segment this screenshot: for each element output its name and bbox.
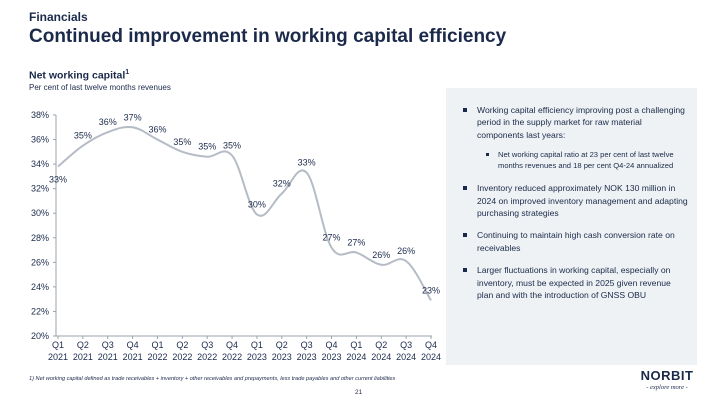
data-label: 36% — [99, 117, 117, 127]
data-label: 37% — [124, 112, 142, 122]
page-title: Continued improvement in working capital… — [29, 26, 507, 47]
y-tick-label: 34% — [31, 159, 49, 169]
x-tick-label-year: 2022 — [172, 352, 192, 362]
x-tick-label-year: 2022 — [197, 352, 217, 362]
data-label: 35% — [223, 141, 241, 151]
data-label: 35% — [74, 131, 92, 141]
x-tick-label-year: 2022 — [222, 352, 242, 362]
chart-title: Net working capital1 — [29, 69, 129, 82]
footnote: 1) Net working capital defined as trade … — [29, 376, 396, 382]
data-label: 35% — [173, 137, 191, 147]
commentary-bullets: Working capital efficiency improving pos… — [446, 104, 697, 311]
commentary-sub-bullet: Net working capital ratio at 23 per cent… — [446, 149, 697, 171]
x-tick-label-quarter: Q2 — [375, 340, 387, 350]
x-tick-label-quarter: Q1 — [52, 340, 64, 350]
x-tick-label-quarter: Q3 — [301, 340, 313, 350]
x-tick-label-year: 2023 — [247, 352, 267, 362]
footnote-marker: 1 — [125, 69, 130, 76]
data-label: 32% — [273, 179, 291, 189]
x-tick-label-year: 2024 — [371, 352, 391, 362]
data-label: 33% — [298, 158, 316, 168]
section-label: Financials — [29, 10, 88, 24]
nwc-series-line — [57, 125, 432, 301]
y-tick-label: 38% — [31, 110, 49, 120]
x-tick-label-quarter: Q1 — [151, 340, 163, 350]
data-label: 23% — [422, 285, 440, 295]
x-tick-label-year: 2023 — [272, 352, 292, 362]
x-tick-label-year: 2024 — [421, 352, 441, 362]
x-tick-label-quarter: Q3 — [201, 340, 213, 350]
data-label: 27% — [323, 233, 341, 243]
data-label: 26% — [372, 250, 390, 260]
data-label: 33% — [49, 175, 67, 185]
x-tick-label-quarter: Q1 — [251, 340, 263, 350]
chart-title-text: Net working capital — [29, 69, 126, 82]
y-tick-label: 26% — [31, 257, 49, 267]
x-tick-label-year: 2023 — [322, 352, 342, 362]
x-tick-label-year: 2024 — [346, 352, 366, 362]
x-tick-label-quarter: Q2 — [77, 340, 89, 350]
y-tick-label: 28% — [31, 233, 49, 243]
x-tick-label-quarter: Q4 — [326, 340, 338, 350]
logo-wordmark: NORBIT — [640, 368, 694, 383]
x-tick-label-year: 2021 — [48, 352, 68, 362]
commentary-bullet: Working capital efficiency improving pos… — [446, 104, 697, 141]
y-tick-label: 20% — [31, 331, 49, 341]
data-label: 26% — [397, 246, 415, 256]
x-tick-label-quarter: Q3 — [400, 340, 412, 350]
x-tick-label-quarter: Q3 — [102, 340, 114, 350]
page-number: 21 — [355, 389, 363, 396]
x-tick-label-quarter: Q2 — [176, 340, 188, 350]
commentary-panel: Working capital efficiency improving pos… — [446, 88, 697, 365]
x-tick-label-year: 2021 — [73, 352, 93, 362]
x-tick-label-quarter: Q2 — [276, 340, 288, 350]
logo-tagline: - explore more - — [646, 384, 688, 391]
x-tick-label-year: 2021 — [123, 352, 143, 362]
y-tick-label: 22% — [31, 306, 49, 316]
x-tick-label-quarter: Q4 — [127, 340, 139, 350]
y-tick-label: 32% — [31, 184, 49, 194]
y-tick-label: 36% — [31, 135, 49, 145]
x-tick-label-year: 2022 — [147, 352, 167, 362]
data-label: 36% — [148, 125, 166, 135]
y-tick-label: 24% — [31, 282, 49, 292]
data-label: 30% — [248, 199, 266, 209]
commentary-bullet: Continuing to maintain high cash convers… — [446, 229, 697, 254]
chart-subtitle: Per cent of last twelve months revenues — [29, 83, 171, 92]
x-tick-label-quarter: Q4 — [226, 340, 238, 350]
norbit-logo: NORBIT - explore more - — [640, 369, 694, 392]
x-tick-label-year: 2021 — [98, 352, 118, 362]
x-tick-label-year: 2023 — [297, 352, 317, 362]
commentary-bullet: Larger fluctuations in working capital, … — [446, 264, 697, 301]
x-tick-label-quarter: Q1 — [350, 340, 362, 350]
data-label: 27% — [347, 238, 365, 248]
y-tick-label: 30% — [31, 208, 49, 218]
data-label: 35% — [198, 142, 216, 152]
commentary-bullet: Inventory reduced approximately NOK 130 … — [446, 182, 697, 219]
x-tick-label-quarter: Q4 — [425, 340, 437, 350]
x-tick-label-year: 2024 — [396, 352, 416, 362]
